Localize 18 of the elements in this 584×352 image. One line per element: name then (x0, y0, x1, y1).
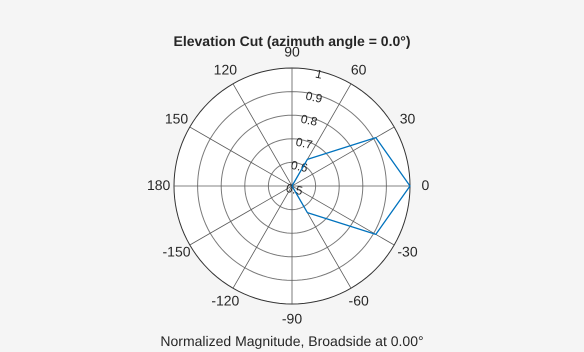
spoke-label: 30 (400, 110, 416, 126)
chart-title: Elevation Cut (azimuth angle = 0.0°) (173, 33, 411, 49)
y-tick-label: 0.7 (294, 134, 314, 152)
spoke-label: 60 (350, 62, 367, 78)
y-tick-label: 0.5 (284, 180, 304, 198)
spoke-label: -60 (348, 292, 369, 308)
y-tick-label: 1 (314, 66, 324, 82)
spoke-label: -150 (162, 244, 191, 260)
spoke-label: 0 (421, 177, 430, 193)
spoke-label: -90 (282, 310, 302, 326)
spoke-label: 150 (164, 110, 188, 126)
text: Normalized Magnitude, Broadside at 0.00° (160, 333, 424, 349)
y-tick-label: 0.9 (304, 88, 324, 106)
spoke-label: -120 (211, 292, 240, 308)
spoke-label: -30 (397, 244, 418, 260)
spoke-label: 180 (146, 177, 171, 193)
y-tick-label: 0.8 (299, 112, 320, 129)
spoke-label: 120 (214, 62, 238, 78)
